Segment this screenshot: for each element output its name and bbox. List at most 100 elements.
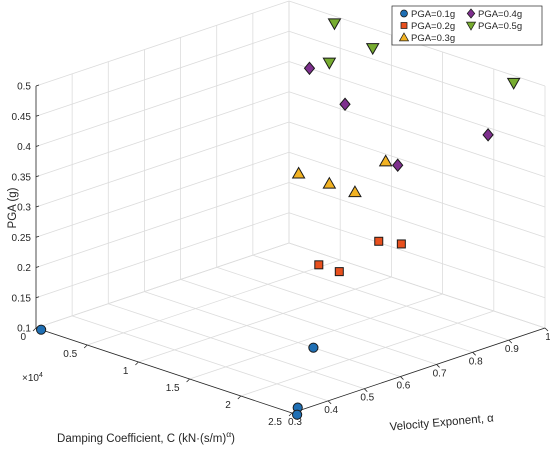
z-tick-label: 0.35 — [12, 172, 32, 183]
y-tick-mark — [472, 352, 476, 356]
x-tick-mark — [186, 378, 190, 383]
z-tick-mark — [35, 235, 40, 238]
grid-line — [35, 182, 290, 268]
data-point-diamond — [339, 97, 351, 112]
y-tick-mark — [508, 339, 513, 344]
y-tick-mark — [364, 388, 368, 392]
y-tick-label: 0.9 — [505, 344, 519, 355]
data-point-triangle-down — [506, 77, 521, 90]
grid-line — [180, 279, 437, 365]
z-tick-mark — [35, 114, 40, 117]
data-point-square — [334, 267, 344, 277]
grid-line — [35, 91, 290, 178]
data-point-circle — [292, 409, 303, 420]
x-tick-label: 0.5 — [63, 349, 77, 360]
data-point-triangle-up — [378, 154, 393, 167]
x-tick-label: 2.5 — [268, 417, 282, 428]
grid-line — [35, 151, 290, 238]
grid-line — [252, 254, 509, 341]
data-point-triangle-down — [322, 57, 337, 70]
y-tick-mark — [436, 364, 440, 368]
data-point-diamond — [392, 158, 404, 172]
x-tick-label: 1 — [123, 366, 129, 377]
z-tick-mark — [35, 205, 40, 208]
legend-box — [391, 5, 543, 46]
z-tick-label: 0.5 — [17, 82, 31, 93]
x-axis-line — [35, 327, 293, 414]
grid-line — [288, 182, 546, 268]
z-tick-mark — [35, 84, 40, 87]
grid-line — [72, 315, 329, 402]
y-tick-label: 0.5 — [360, 393, 374, 404]
grid-line — [288, 242, 546, 329]
data-markers — [36, 18, 521, 420]
data-point-square — [314, 260, 324, 270]
grid-line — [288, 212, 546, 299]
x-tick-mark — [83, 344, 88, 349]
legend-item: PGA=0.1g — [400, 9, 455, 20]
data-point-square — [374, 236, 384, 246]
grid-line — [35, 121, 290, 208]
data-point-diamond — [482, 128, 494, 142]
y-tick-mark — [327, 400, 332, 405]
z-tick-mark — [35, 145, 40, 147]
x-tick-mark — [288, 412, 293, 417]
grid-line — [288, 151, 546, 238]
data-point-circle — [36, 324, 47, 335]
data-point-triangle-down — [365, 43, 380, 56]
y-tick-mark — [400, 376, 404, 380]
data-point-square — [396, 239, 406, 249]
legend-label: PGA=0.4g — [478, 9, 522, 20]
legend-marker-square — [400, 22, 408, 29]
legend-item: PGA=0.2g — [400, 21, 455, 32]
grid-line — [189, 293, 443, 380]
grid-line — [138, 276, 392, 363]
data-point-circle — [308, 342, 319, 353]
z-tick-label: 0.4 — [17, 142, 31, 153]
grid-line — [240, 310, 494, 397]
x-axis-multiplier: ×104 — [22, 372, 43, 384]
z-tick-mark — [35, 296, 40, 299]
data-point-triangle-up — [348, 185, 362, 198]
legend-marker-diamond — [466, 8, 476, 19]
data-point-triangle-up — [291, 166, 306, 179]
legend-item: PGA=0.5g — [465, 21, 522, 32]
legend-label: PGA=0.2g — [411, 21, 455, 32]
legend-marker-triangle-up — [398, 32, 410, 42]
y-tick-label: 0.4 — [324, 405, 338, 416]
x-tick-mark — [32, 327, 37, 332]
y-tick-label: 0.7 — [433, 368, 447, 379]
y-tick-label: 1 — [545, 332, 550, 343]
data-point-triangle-down — [327, 18, 342, 31]
y-tick-label: 0.8 — [469, 356, 483, 367]
data-point-triangle-up — [322, 176, 337, 189]
grid-line — [87, 259, 341, 346]
z-tick-label: 0.3 — [17, 203, 31, 214]
x-tick-label: 2 — [225, 400, 231, 411]
x-tick-label: 0 — [20, 332, 26, 343]
z-tick-mark — [35, 266, 40, 268]
grid-line — [108, 303, 365, 390]
grid-line — [288, 61, 546, 147]
grid-line — [288, 91, 546, 178]
y-tick-mark — [544, 327, 549, 332]
y-tick-label: 0.3 — [288, 417, 302, 428]
z-axis-title: PGA (g) — [7, 187, 19, 228]
y-tick-label: 0.6 — [396, 381, 410, 392]
grid-line — [35, 30, 290, 117]
grid-line — [35, 61, 290, 147]
z-tick-label: 0.45 — [12, 112, 32, 123]
legend-label: PGA=0.1g — [411, 9, 455, 20]
z-tick-mark — [35, 175, 40, 178]
grid-line — [288, 30, 546, 117]
z-tick-label: 0.1 — [17, 324, 31, 335]
grid-line — [144, 291, 401, 377]
grid-line — [35, 242, 290, 329]
x-axis-title: Damping Coefficient, C (kN·(s/m)α) — [57, 429, 235, 445]
grid-line — [35, 212, 290, 299]
x-tick-label: 1.5 — [166, 383, 180, 394]
legend-marker-circle — [400, 9, 408, 18]
grid-line — [216, 266, 473, 353]
